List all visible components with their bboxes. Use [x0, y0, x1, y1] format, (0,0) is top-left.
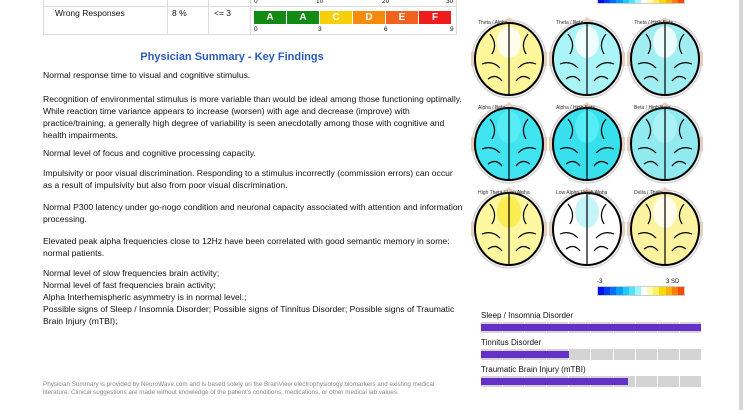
colorbar-swatch: [659, 287, 666, 295]
colorbar-swatch: [659, 0, 666, 3]
brain-map: Beta / High Beta: [626, 99, 704, 185]
brain-map: High Theta / Low Alpha: [470, 184, 548, 270]
colorbar: [597, 286, 685, 296]
disorder-level-bar: [481, 324, 701, 331]
tick: 9: [450, 26, 454, 33]
tick: 0: [254, 26, 258, 33]
colorbar-swatch: [653, 0, 660, 3]
summary-title: Physician Summary - Key Findings: [140, 51, 324, 63]
finding: Normal response time to visual and cogni…: [43, 70, 251, 80]
tick: 30: [446, 0, 454, 5]
colorbar-swatch: [640, 287, 648, 295]
brain-map-label: High Theta / Low Alpha: [478, 190, 530, 196]
brain-map: Theta / Alpha: [470, 14, 548, 100]
finding: Normal level of focus and cognitive proc…: [43, 148, 256, 158]
colorbar-swatch: [647, 0, 654, 3]
grade-cell: A: [254, 11, 286, 24]
colorbar-swatch: [628, 287, 635, 295]
finding: Impulsivity or poor visual discriminatio…: [43, 168, 453, 190]
colorbar-swatch: [671, 287, 678, 295]
colorbar-max: 3 SD: [666, 279, 680, 285]
tick: 6: [384, 26, 388, 33]
colorbar-swatch: [622, 0, 629, 3]
row-label: Wrong Responses: [55, 8, 125, 18]
brain-map: Theta / Beta: [548, 14, 626, 100]
tick: 3: [318, 26, 322, 33]
brain-map: Alpha / High Beta: [548, 99, 626, 185]
brain-map-label: Theta / High Beta: [634, 20, 673, 26]
colorbar-top: [597, 0, 685, 4]
colorbar-swatch: [671, 0, 678, 3]
colorbar-swatch: [628, 0, 635, 3]
tick: 10: [316, 0, 324, 5]
colorbar-swatch: [616, 287, 623, 295]
grade-cell: E: [386, 11, 418, 24]
brain-map-label: Theta / Beta: [556, 20, 584, 26]
disorder-level-bar: [481, 378, 629, 385]
row-value: 8 %: [172, 8, 187, 18]
colorbar-swatch: [640, 0, 648, 3]
finding: Elevated peak alpha frequencies close to…: [43, 236, 450, 258]
finding: Normal P300 latency under go-nogo condit…: [43, 202, 463, 224]
colorbar-swatch: [665, 0, 672, 3]
colorbar-swatch: [653, 287, 660, 295]
brain-map-label: Delta / Theta: [634, 190, 663, 196]
colorbar-swatch: [598, 287, 605, 295]
brain-map: Alpha / Beta: [470, 99, 548, 185]
colorbar-min: -3: [597, 279, 603, 285]
colorbar-swatch: [677, 0, 684, 3]
grade-cell: D: [353, 11, 385, 24]
colorbar-swatch: [647, 287, 654, 295]
finding: Normal level of slow frequencies brain a…: [43, 268, 455, 326]
colorbar-swatch: [610, 287, 617, 295]
colorbar-swatch: [634, 0, 641, 3]
grade-cell: C: [320, 11, 352, 24]
finding: Recognition of environmental stimulus is…: [43, 94, 462, 140]
brain-map-label: Low Alpha / High Alpha: [556, 190, 608, 196]
brain-map: Low Alpha / High Alpha: [548, 184, 626, 270]
brain-map-label: Alpha / High Beta: [556, 105, 595, 111]
colorbar-swatch: [665, 287, 672, 295]
brain-map-label: Theta / Alpha: [478, 20, 508, 26]
grade-cell: F: [419, 11, 451, 24]
row-norm: <= 3: [214, 8, 232, 18]
brain-map-label: Alpha / Beta: [478, 105, 506, 111]
disorder-label: Tinnitus Disorder: [481, 338, 542, 347]
colorbar-swatch: [604, 0, 611, 3]
tick: 0: [254, 0, 258, 5]
grade-cell: A: [287, 11, 319, 24]
colorbar-swatch: [634, 287, 641, 295]
colorbar-swatch: [604, 287, 611, 295]
tick: 20: [382, 0, 390, 5]
scrollbar[interactable]: [739, 0, 743, 410]
colorbar-swatch: [598, 0, 605, 3]
brain-map-label: Beta / High Beta: [634, 105, 671, 111]
disorder-level-bar: [481, 351, 569, 358]
disclaimer: Physician Summary is provided by NeuroWa…: [43, 381, 435, 396]
colorbar-swatch: [677, 287, 684, 295]
disorder-label: Traumatic Brain Injury (mTBI): [481, 365, 586, 374]
brain-map: Theta / High Beta: [626, 14, 704, 100]
brain-map: Delta / Theta: [626, 184, 704, 270]
colorbar-swatch: [616, 0, 623, 3]
disorder-label: Sleep / Insomnia Disorder: [481, 311, 574, 320]
colorbar-swatch: [622, 287, 629, 295]
colorbar-swatch: [610, 0, 617, 3]
